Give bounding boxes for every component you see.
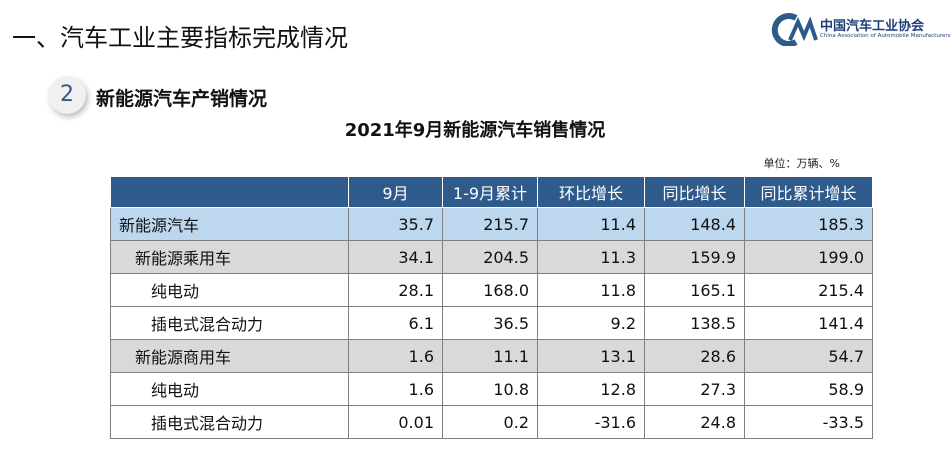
cell: 28.1 (348, 273, 443, 307)
cell: 9.2 (537, 306, 645, 340)
header-cell: 环比增长 (537, 176, 645, 208)
table-row: 新能源商用车 1.6 11.1 13.1 28.6 54.7 (110, 339, 873, 373)
cell: 185.3 (744, 207, 873, 241)
cell: 1.6 (348, 339, 443, 373)
slide-title: 一、汽车工业主要指标完成情况 (12, 24, 348, 52)
cell: 215.7 (442, 207, 538, 241)
cell: 28.6 (644, 339, 745, 373)
cell: 168.0 (442, 273, 538, 307)
section-title: 新能源汽车产销情况 (96, 88, 268, 110)
cell: 138.5 (644, 306, 745, 340)
row-label: 纯电动 (110, 273, 349, 307)
table-row: 插电式混合动力 0.01 0.2 -31.6 24.8 -33.5 (110, 405, 873, 439)
cell: 11.8 (537, 273, 645, 307)
header-cell: 1-9月累计 (442, 176, 538, 208)
logo-subname: China Association of Automobile Manufact… (820, 33, 951, 39)
cell: 0.2 (442, 405, 538, 439)
header-row: 9月 1-9月累计 环比增长 同比增长 同比累计增长 (110, 176, 873, 208)
cell: 35.7 (348, 207, 443, 241)
table-row: 纯电动 28.1 168.0 11.8 165.1 215.4 (110, 273, 873, 307)
cell: 34.1 (348, 240, 443, 274)
section-number: 2 (48, 76, 86, 114)
cell: 58.9 (744, 372, 873, 406)
cell: 54.7 (744, 339, 873, 373)
row-label: 新能源商用车 (110, 339, 349, 373)
cell: 6.1 (348, 306, 443, 340)
cell: -33.5 (744, 405, 873, 439)
table-row: 插电式混合动力 6.1 36.5 9.2 138.5 141.4 (110, 306, 873, 340)
cell: 10.8 (442, 372, 538, 406)
table-row: 新能源汽车 35.7 215.7 11.4 148.4 185.3 (110, 207, 873, 241)
header-cell: 同比累计增长 (744, 176, 873, 208)
cell: 11.1 (442, 339, 538, 373)
header-cell: 同比增长 (644, 176, 745, 208)
cell: 159.9 (644, 240, 745, 274)
row-label: 纯电动 (110, 372, 349, 406)
cell: 204.5 (442, 240, 538, 274)
cell: 36.5 (442, 306, 538, 340)
logo-mark (771, 13, 818, 46)
table-unit: 单位：万辆、% (763, 157, 840, 170)
logo-name: 中国汽车工业协会 (820, 19, 925, 34)
cell: 27.3 (644, 372, 745, 406)
table-row: 纯电动 1.6 10.8 12.8 27.3 58.9 (110, 372, 873, 406)
cell: 215.4 (744, 273, 873, 307)
cell: 13.1 (537, 339, 645, 373)
header-cell: 9月 (348, 176, 443, 208)
cell: -31.6 (537, 405, 645, 439)
row-label: 插电式混合动力 (110, 306, 349, 340)
row-label: 新能源乘用车 (110, 240, 349, 274)
header-cell (110, 176, 349, 208)
cell: 12.8 (537, 372, 645, 406)
cell: 24.8 (644, 405, 745, 439)
table-row: 新能源乘用车 34.1 204.5 11.3 159.9 199.0 (110, 240, 873, 274)
cell: 148.4 (644, 207, 745, 241)
cell: 0.01 (348, 405, 443, 439)
table-title: 2021年9月新能源汽车销售情况 (344, 120, 606, 141)
row-label: 新能源汽车 (110, 207, 349, 241)
cell: 199.0 (744, 240, 873, 274)
data-table: 9月 1-9月累计 环比增长 同比增长 同比累计增长 新能源汽车 35.7 215.7 11.4… (110, 176, 873, 439)
cell: 165.1 (644, 273, 745, 307)
row-label: 插电式混合动力 (110, 405, 349, 439)
cell: 11.3 (537, 240, 645, 274)
cell: 141.4 (744, 306, 873, 340)
cell: 1.6 (348, 372, 443, 406)
cell: 11.4 (537, 207, 645, 241)
